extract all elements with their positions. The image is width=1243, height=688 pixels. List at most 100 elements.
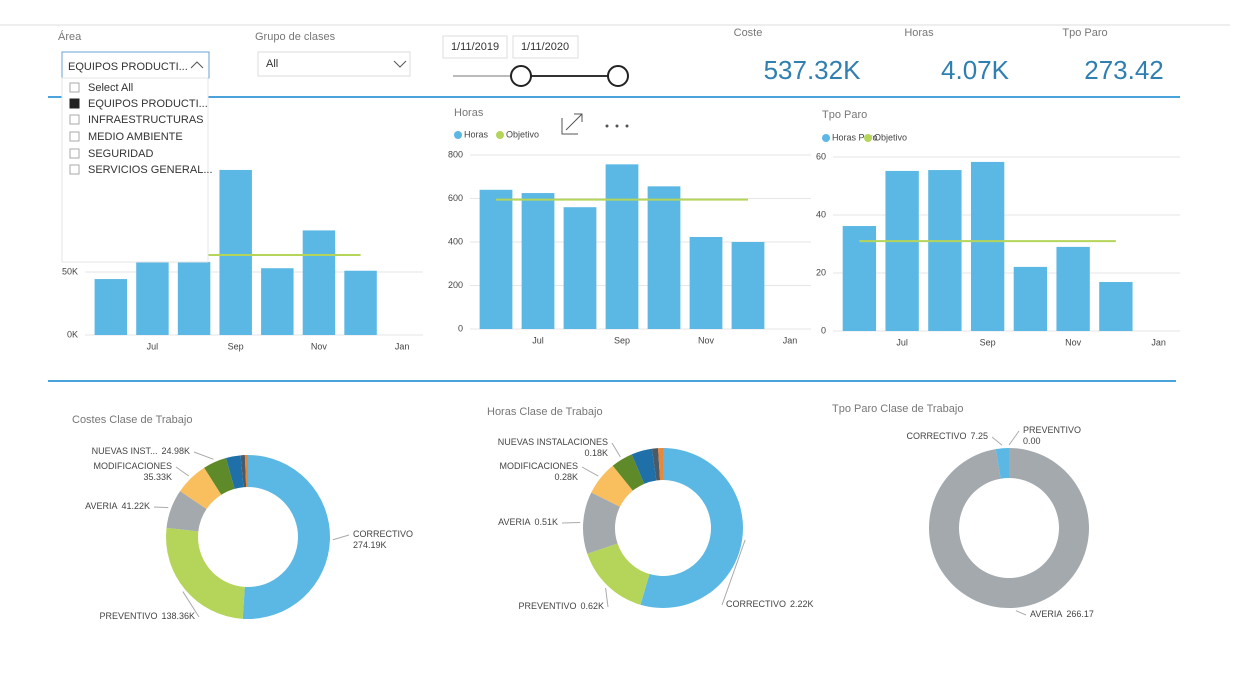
slider-handle[interactable] <box>607 65 629 87</box>
chart-title: Horas Clase de Trabajo <box>487 406 603 418</box>
leader-line <box>182 591 200 618</box>
category-label: AVERIA <box>498 517 530 527</box>
checkbox[interactable] <box>69 148 80 159</box>
data-label: NUEVAS INST... 24.98K <box>92 446 190 456</box>
bar <box>885 170 919 331</box>
leader-line <box>605 587 609 608</box>
dropdown-panel <box>61 77 209 263</box>
data-label: PREVENTIVO 138.36K <box>99 611 195 621</box>
donut-slice <box>651 448 661 481</box>
donut-slice <box>225 455 244 489</box>
leader-line <box>193 451 214 460</box>
leader-line <box>1015 610 1027 616</box>
y-tick-label: 40 <box>816 209 826 219</box>
value-label: 0.18K <box>584 448 608 458</box>
value-label: 0.28K <box>554 472 578 482</box>
legend-marker <box>454 131 462 139</box>
donut-slice <box>166 491 207 532</box>
option[interactable]: MEDIO AMBIENTE <box>88 131 183 143</box>
leader-line <box>581 466 599 477</box>
legend-label: Horas Paro <box>832 132 878 142</box>
data-label: PREVENTIVO 0.00 <box>1023 425 1081 446</box>
bar <box>1013 266 1048 331</box>
bar <box>689 236 723 329</box>
bar <box>136 261 169 335</box>
option[interactable]: Select All <box>88 82 133 94</box>
donut-slice <box>929 448 1090 608</box>
data-label: CORRECTIVO 274.19K <box>353 529 413 550</box>
legend-marker <box>496 131 504 139</box>
bar <box>731 242 765 329</box>
checkbox[interactable] <box>69 82 80 93</box>
option[interactable]: INFRAESTRUCTURAS <box>88 114 204 126</box>
slicer-label: Área <box>58 30 82 43</box>
y-tick-label: 0K <box>67 329 78 339</box>
x-tick-label: Nov <box>1065 337 1082 347</box>
x-tick-label: Jan <box>395 341 410 351</box>
date-box[interactable] <box>512 35 579 59</box>
checkbox[interactable] <box>69 114 80 125</box>
bar <box>479 189 513 329</box>
value-label: 266.17 <box>1066 609 1094 619</box>
value-label: 0.51K <box>534 517 558 527</box>
y-tick-label: 400 <box>448 236 463 246</box>
category-label: CORRECTIVO <box>353 529 413 539</box>
chevron <box>190 61 204 69</box>
bar <box>94 279 128 335</box>
legend-marker <box>864 134 872 142</box>
dot <box>605 124 609 128</box>
date-box[interactable] <box>442 35 508 59</box>
kpi-label: Coste <box>734 27 763 39</box>
category-label: PREVENTIVO <box>99 611 157 621</box>
focus-icon[interactable] <box>561 113 583 135</box>
checkbox[interactable] <box>69 131 80 142</box>
bar <box>261 268 294 335</box>
option[interactable]: SERVICIOS GENERAL... <box>88 164 213 176</box>
data-label: CORRECTIVO 2.22K <box>726 599 814 609</box>
category-label: PREVENTIVO <box>518 601 576 611</box>
kpi-value: 273.42 <box>1084 55 1164 85</box>
dot <box>625 124 629 128</box>
donut-slice <box>631 448 657 484</box>
dropdown-value: All <box>266 58 278 70</box>
legend-label: Horas <box>464 129 489 139</box>
checkbox[interactable] <box>69 164 80 175</box>
y-tick-label: 50K <box>62 266 78 276</box>
category-label: CORRECTIVO <box>726 599 786 609</box>
date-start: 1/11/2019 <box>451 41 499 53</box>
category-label: CORRECTIVO <box>906 431 966 441</box>
option[interactable]: EQUIPOS PRODUCTI... <box>88 98 208 110</box>
legend-label: Objetivo <box>874 132 907 142</box>
donut-slice <box>204 458 235 495</box>
value-label: 274.19K <box>353 540 387 550</box>
y-tick-label: 0 <box>821 325 826 335</box>
donut-slice <box>165 527 245 619</box>
bar <box>344 270 377 335</box>
leader-line <box>332 534 350 541</box>
chart-title: Tpo Paro Clase de Trabajo <box>832 403 963 415</box>
dropdown[interactable] <box>61 51 210 79</box>
bar <box>177 261 211 335</box>
x-tick-label: Nov <box>698 335 715 345</box>
donut-slice <box>612 454 645 491</box>
data-label: AVERIA 266.17 <box>1030 609 1094 619</box>
checkbox[interactable] <box>69 98 80 109</box>
donut-slice <box>240 455 247 488</box>
option[interactable]: SEGURIDAD <box>88 148 153 160</box>
x-tick-label: Jul <box>147 341 159 351</box>
value-label: 35.33K <box>143 472 172 482</box>
category-label: NUEVAS INSTALACIONES <box>498 437 608 447</box>
leader-line <box>175 466 190 477</box>
leader-line <box>611 442 621 458</box>
kpi-value: 537.32K <box>764 55 862 85</box>
category-label: NUEVAS INST... <box>92 446 158 456</box>
dropdown[interactable] <box>257 51 411 77</box>
slider-handle[interactable] <box>510 65 532 87</box>
chart-title: Horas <box>454 107 484 119</box>
donut-slice <box>658 448 663 481</box>
more-icon[interactable] <box>605 124 629 128</box>
data-label: MODIFICACIONES 35.33K <box>93 461 172 482</box>
y-tick-label: 20 <box>816 267 826 277</box>
